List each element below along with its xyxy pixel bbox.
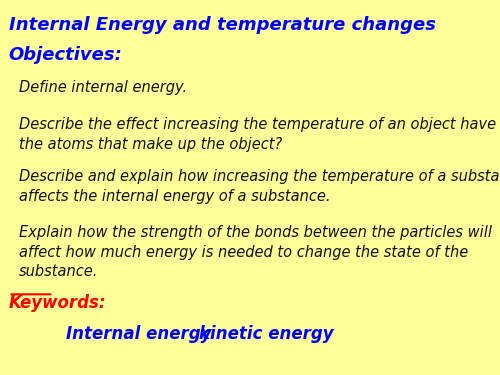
Text: Explain how the strength of the bonds between the particles will
affect how much: Explain how the strength of the bonds be…	[20, 225, 492, 279]
Text: Internal energy: Internal energy	[66, 325, 212, 343]
Text: Describe the effect increasing the temperature of an object have on
the atoms th: Describe the effect increasing the tempe…	[20, 117, 500, 152]
Text: kinetic energy: kinetic energy	[198, 325, 333, 343]
Text: Keywords:: Keywords:	[8, 294, 106, 312]
Text: Internal Energy and temperature changes: Internal Energy and temperature changes	[8, 16, 436, 34]
Text: Define internal energy.: Define internal energy.	[20, 80, 188, 94]
Text: Describe and explain how increasing the temperature of a substance
affects the i: Describe and explain how increasing the …	[20, 169, 500, 204]
Text: Objectives:: Objectives:	[8, 46, 122, 64]
